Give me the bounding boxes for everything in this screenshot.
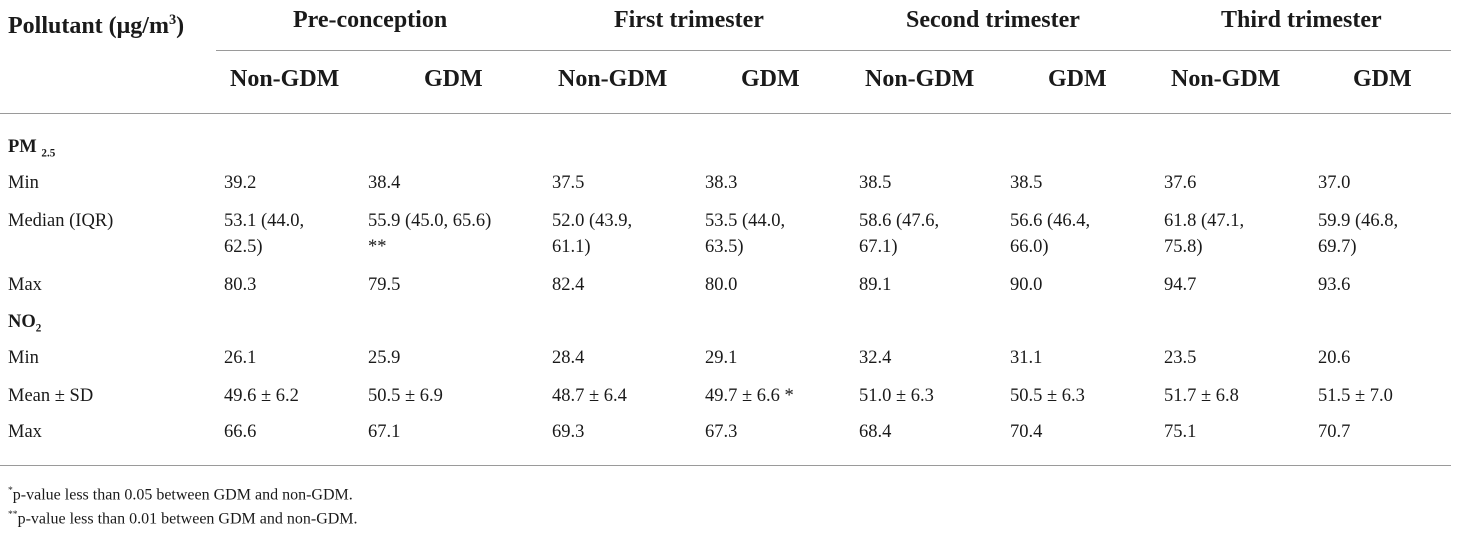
group-header: GDM [424,66,483,92]
group-header: Non-GDM [230,66,340,92]
header-divider [216,50,1451,51]
table-cell: 67.1) [859,237,898,257]
row-label: Max [8,422,42,442]
period-header-first-trimester: First trimester [614,7,764,33]
group-header: GDM [741,66,800,92]
table-cell: 67.3 [705,422,738,442]
table-cell: 25.9 [368,348,401,368]
table-cell: 58.6 (47.6, [859,211,940,231]
table-cell: 70.7 [1318,422,1351,442]
table-cell: 50.5 ± 6.3 [1010,386,1085,406]
table-cell: 23.5 [1164,348,1197,368]
table-cell: 75.8) [1164,237,1203,257]
pollutant-header-label: Pollutant (μg/m [8,13,169,39]
group-header: Non-GDM [865,66,975,92]
table-cell: 70.4 [1010,422,1043,442]
table-cell: 37.0 [1318,173,1351,193]
table-cell: 68.4 [859,422,892,442]
table-cell: 28.4 [552,348,585,368]
table-cell: 75.1 [1164,422,1197,442]
table-cell: ** [368,237,387,257]
table-cell: 26.1 [224,348,257,368]
table-cell: 69.3 [552,422,585,442]
group-header: GDM [1353,66,1412,92]
table-cell: 62.5) [224,237,263,257]
table-cell: 48.7 ± 6.4 [552,386,627,406]
table-cell: 56.6 (46.4, [1010,211,1091,231]
row-label: Max [8,275,42,295]
period-header-second-trimester: Second trimester [906,7,1080,33]
table-cell: 61.1) [552,237,591,257]
footnote-p05: *p-value less than 0.05 between GDM and … [8,485,353,504]
table-cell: 49.7 ± 6.6 * [705,386,794,406]
table-cell: 90.0 [1010,275,1043,295]
section-label-pm25: PM 2.5 [8,137,56,160]
table-cell: 66.0) [1010,237,1049,257]
table-cell: 32.4 [859,348,892,368]
group-header: Non-GDM [1171,66,1281,92]
table-cell: 94.7 [1164,275,1197,295]
row-label: Median (IQR) [8,211,114,231]
table-cell: 80.0 [705,275,738,295]
pollutant-header-close: ) [176,13,185,39]
table-cell: 51.0 ± 6.3 [859,386,934,406]
table-cell: 38.3 [705,173,738,193]
group-header: GDM [1048,66,1107,92]
table-cell: 38.4 [368,173,401,193]
row-label: Mean ± SD [8,386,94,406]
table-cell: 51.5 ± 7.0 [1318,386,1393,406]
table-header-bottom-rule [0,113,1451,114]
table-cell: 93.6 [1318,275,1351,295]
period-header-third-trimester: Third trimester [1221,7,1382,33]
table-cell: 29.1 [705,348,738,368]
table-cell: 37.6 [1164,173,1197,193]
footnote-p01: **p-value less than 0.01 between GDM and… [8,509,358,528]
table-cell: 61.8 (47.1, [1164,211,1245,231]
period-header-pre-conception: Pre-conception [293,7,448,33]
table-cell: 89.1 [859,275,892,295]
table-cell: 66.6 [224,422,257,442]
table-cell: 53.5 (44.0, [705,211,786,231]
table-cell: 79.5 [368,275,401,295]
table-cell: 37.5 [552,173,585,193]
table-cell: 63.5) [705,237,744,257]
row-label: Min [8,173,39,193]
table-cell: 69.7) [1318,237,1357,257]
table-cell: 20.6 [1318,348,1351,368]
table-cell: 52.0 (43.9, [552,211,633,231]
unit-superscript: 3 [168,12,177,28]
table-cell: 53.1 (44.0, [224,211,305,231]
table-cell: 55.9 (45.0, 65.6) [368,211,492,231]
table-cell: 80.3 [224,275,257,295]
table-cell: 39.2 [224,173,257,193]
table-cell: 82.4 [552,275,585,295]
table-bottom-rule [0,465,1451,466]
table-cell: 51.7 ± 6.8 [1164,386,1239,406]
table-cell: 67.1 [368,422,401,442]
row-label: Min [8,348,39,368]
pollutant-column-header: Pollutant (μg/m3) [8,5,184,41]
table-cell: 38.5 [859,173,892,193]
table-cell: 50.5 ± 6.9 [368,386,443,406]
table-cell: 31.1 [1010,348,1043,368]
section-label-no2: NO2 [8,312,42,335]
table-cell: 38.5 [1010,173,1043,193]
table-cell: 49.6 ± 6.2 [224,386,299,406]
table-cell: 59.9 (46.8, [1318,211,1399,231]
group-header: Non-GDM [558,66,668,92]
